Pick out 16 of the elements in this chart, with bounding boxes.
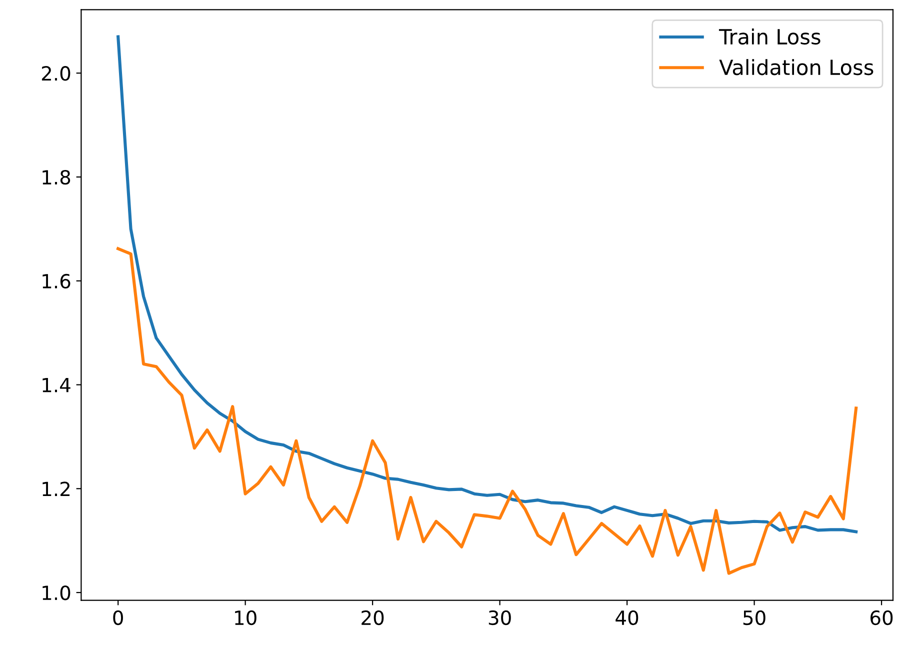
- x-tick-label: 30: [488, 610, 511, 626]
- x-tick-label: 60: [870, 610, 893, 626]
- legend-label: Validation Loss: [719, 59, 874, 76]
- x-tick-label: 10: [235, 610, 256, 626]
- y-tick-label: 2.0: [42, 66, 70, 81]
- x-tick-label: 20: [362, 610, 384, 626]
- x-tick-label: 40: [616, 610, 638, 626]
- y-tick-label: 1.2: [42, 482, 70, 496]
- x-tick-label: 0: [113, 610, 123, 626]
- x-tick-label: 50: [743, 610, 766, 626]
- line-series: [116, 247, 858, 575]
- y-tick-label: 1.0: [42, 585, 70, 600]
- y-tick-label: 1.4: [42, 378, 70, 392]
- legend-label: Train Loss: [718, 28, 820, 45]
- y-tick-label: 1.8: [42, 170, 70, 185]
- y-tick-label: 1.6: [42, 274, 70, 289]
